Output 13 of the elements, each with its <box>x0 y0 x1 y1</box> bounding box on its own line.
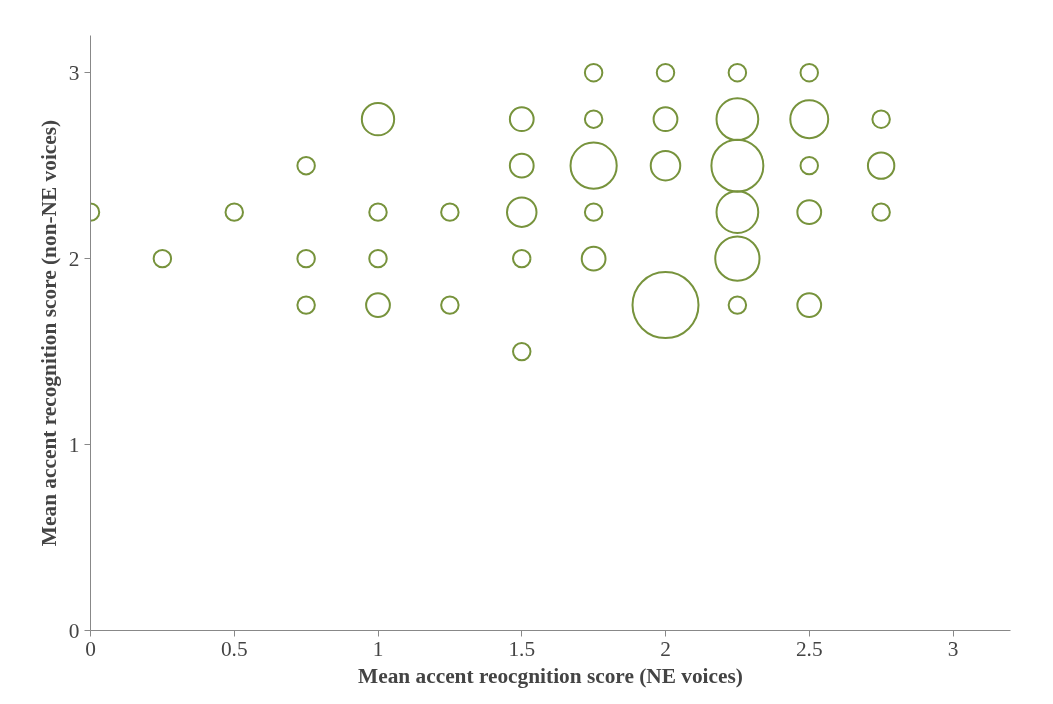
y-tick-label: 3 <box>68 60 80 85</box>
x-tick-label: 0.5 <box>220 636 248 661</box>
x-tick-label: 1.5 <box>508 636 536 661</box>
y-axis-title: Mean accent recognition score (non-NE voices) <box>36 119 61 547</box>
x-tick-label: 2.5 <box>795 636 823 661</box>
y-tick-label: 0 <box>68 618 80 643</box>
x-tick-label: 2 <box>660 636 671 661</box>
x-tick-label: 1 <box>372 636 384 661</box>
y-tick-label: 2 <box>68 246 80 271</box>
x-axis-title: Mean accent reocgnition score (NE voices) <box>358 663 743 688</box>
x-tick-label: 3 <box>947 636 959 661</box>
x-tick-label: 0 <box>85 636 96 661</box>
y-tick-label: 1 <box>68 432 80 457</box>
